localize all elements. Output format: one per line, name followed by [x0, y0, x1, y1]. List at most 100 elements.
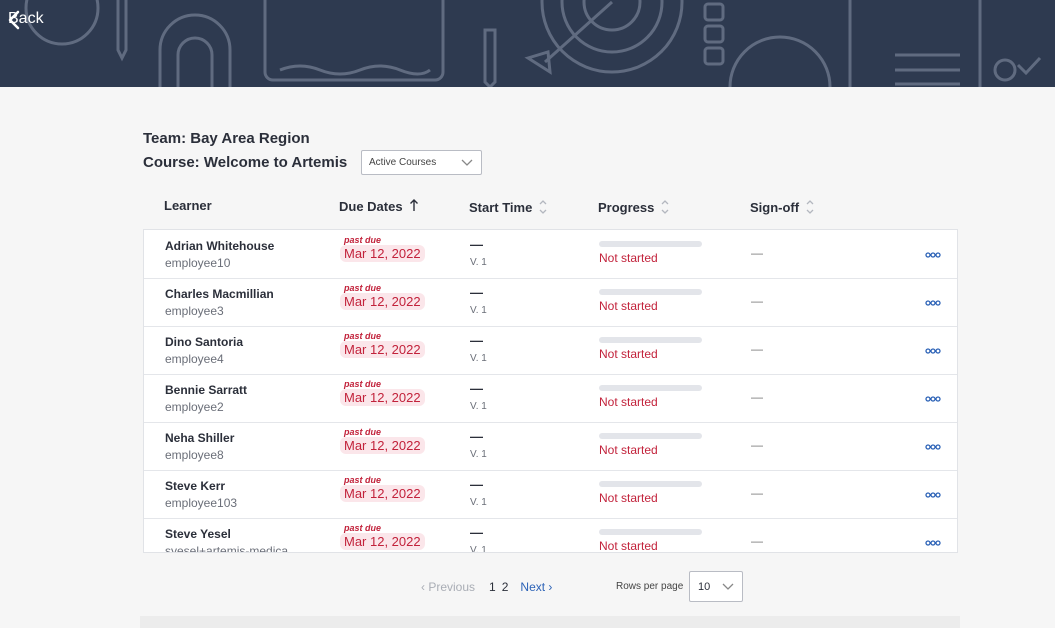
- progress-bar: [599, 385, 702, 391]
- column-learner-label: Learner: [164, 198, 212, 213]
- start-time: —: [470, 429, 483, 444]
- next-label: Next: [520, 580, 546, 594]
- course-version: V. 1: [470, 449, 487, 460]
- past-due-label: past due: [344, 523, 382, 533]
- course-version: V. 1: [470, 305, 487, 316]
- signoff-value: —: [751, 534, 763, 548]
- learner-name: Charles Macmillian: [165, 287, 274, 301]
- pagination: ‹ Previous 1 2 Next ›: [421, 580, 552, 594]
- learner-name: Adrian Whitehouse: [165, 239, 275, 253]
- past-due-label: past due: [344, 331, 382, 341]
- progress-bar: [599, 289, 702, 295]
- page-2-button[interactable]: 2: [501, 580, 509, 594]
- progress-bar: [599, 433, 702, 439]
- more-horizontal-icon: [925, 540, 941, 546]
- progress-status: Not started: [599, 539, 658, 553]
- table-row: Neha Shiller employee8 past due Mar 12, …: [144, 422, 957, 471]
- table-row: Bennie Sarratt employee2 past due Mar 12…: [144, 374, 957, 423]
- learner-name: Bennie Sarratt: [165, 383, 248, 397]
- footer-strip: [140, 616, 960, 628]
- rows-per-page-value: 10: [698, 580, 711, 593]
- sort-icon: [661, 200, 669, 214]
- past-due-label: past due: [344, 427, 382, 437]
- course-filter-select[interactable]: Active Courses: [361, 150, 482, 175]
- column-learner: Learner: [164, 198, 212, 213]
- past-due-label: past due: [344, 235, 382, 245]
- more-options-button[interactable]: [925, 533, 941, 551]
- more-horizontal-icon: [925, 300, 941, 306]
- progress-bar: [599, 481, 702, 487]
- more-horizontal-icon: [925, 444, 941, 450]
- more-options-button[interactable]: [925, 485, 941, 503]
- rows-per-page-label: Rows per page: [616, 581, 684, 592]
- chevron-down-icon: [722, 583, 734, 590]
- table-row: Steve Kerr employee103 past due Mar 12, …: [144, 470, 957, 519]
- more-options-button[interactable]: [925, 341, 941, 359]
- due-date: Mar 12, 2022: [340, 389, 425, 406]
- table-row: Adrian Whitehouse employee10 past due Ma…: [144, 230, 957, 279]
- learner-username: employee4: [165, 352, 224, 366]
- more-horizontal-icon: [925, 252, 941, 258]
- progress-bar: [599, 529, 702, 535]
- more-options-button[interactable]: [925, 437, 941, 455]
- signoff-value: —: [751, 438, 763, 452]
- column-progress-label: Progress: [598, 199, 655, 215]
- more-options-button[interactable]: [925, 389, 941, 407]
- table-header: Learner Due Dates Start Time Progress Si…: [143, 192, 958, 222]
- next-page-button[interactable]: Next ›: [520, 580, 553, 594]
- start-time: —: [470, 381, 483, 396]
- banner-illustration: [24, 0, 1042, 87]
- start-time: —: [470, 525, 483, 540]
- more-horizontal-icon: [925, 348, 941, 354]
- header-banner: Back: [0, 0, 1055, 87]
- more-options-button[interactable]: [925, 245, 941, 263]
- past-due-label: past due: [344, 283, 382, 293]
- progress-status: Not started: [599, 299, 658, 313]
- signoff-value: —: [751, 246, 763, 260]
- column-signoff[interactable]: Sign-off: [750, 198, 815, 216]
- table-row: Dino Santoria employee4 past due Mar 12,…: [144, 326, 957, 375]
- column-due-dates[interactable]: Due Dates: [339, 198, 419, 214]
- table-row: Steve Yesel syesel+artemis-medica past d…: [144, 518, 957, 553]
- start-time: —: [470, 285, 483, 300]
- page-1-button[interactable]: 1: [489, 580, 496, 594]
- progress-status: Not started: [599, 395, 658, 409]
- course-filter-value: Active Courses: [369, 157, 437, 168]
- learner-username: employee10: [165, 256, 231, 270]
- progress-status: Not started: [599, 251, 658, 265]
- course-version: V. 1: [470, 257, 487, 268]
- start-time: —: [470, 237, 483, 252]
- column-start-time-label: Start Time: [469, 199, 533, 215]
- course-version: V. 1: [470, 545, 487, 553]
- due-date: Mar 12, 2022: [340, 293, 425, 310]
- progress-status: Not started: [599, 491, 658, 505]
- learner-username: syesel+artemis-medica: [165, 544, 289, 553]
- progress-status: Not started: [599, 443, 658, 457]
- chevron-left-icon: [8, 10, 20, 30]
- learner-name: Steve Yesel: [165, 527, 231, 541]
- learner-name: Neha Shiller: [165, 431, 235, 445]
- progress-status: Not started: [599, 347, 658, 361]
- learner-username: employee3: [165, 304, 224, 318]
- column-start-time[interactable]: Start Time: [469, 198, 548, 216]
- team-title: Team: Bay Area Region: [143, 130, 310, 147]
- rows-per-page-select[interactable]: 10: [689, 571, 743, 602]
- sort-ascending-icon: [409, 199, 418, 211]
- past-due-label: past due: [344, 475, 382, 485]
- learner-name: Dino Santoria: [165, 335, 244, 349]
- due-date: Mar 12, 2022: [340, 341, 425, 358]
- signoff-value: —: [751, 390, 763, 404]
- learner-name: Steve Kerr: [165, 479, 226, 493]
- back-button[interactable]: Back: [8, 10, 44, 30]
- more-options-button[interactable]: [925, 293, 941, 311]
- learners-table: Adrian Whitehouse employee10 past due Ma…: [143, 229, 958, 553]
- column-progress[interactable]: Progress: [598, 198, 670, 216]
- learner-username: employee103: [165, 496, 238, 510]
- column-due-dates-label: Due Dates: [339, 198, 403, 214]
- course-version: V. 1: [470, 497, 487, 508]
- previous-label: Previous: [428, 580, 476, 594]
- course-version: V. 1: [470, 401, 487, 412]
- previous-page-button[interactable]: ‹ Previous: [421, 580, 476, 594]
- progress-bar: [599, 337, 702, 343]
- due-date: Mar 12, 2022: [340, 485, 425, 502]
